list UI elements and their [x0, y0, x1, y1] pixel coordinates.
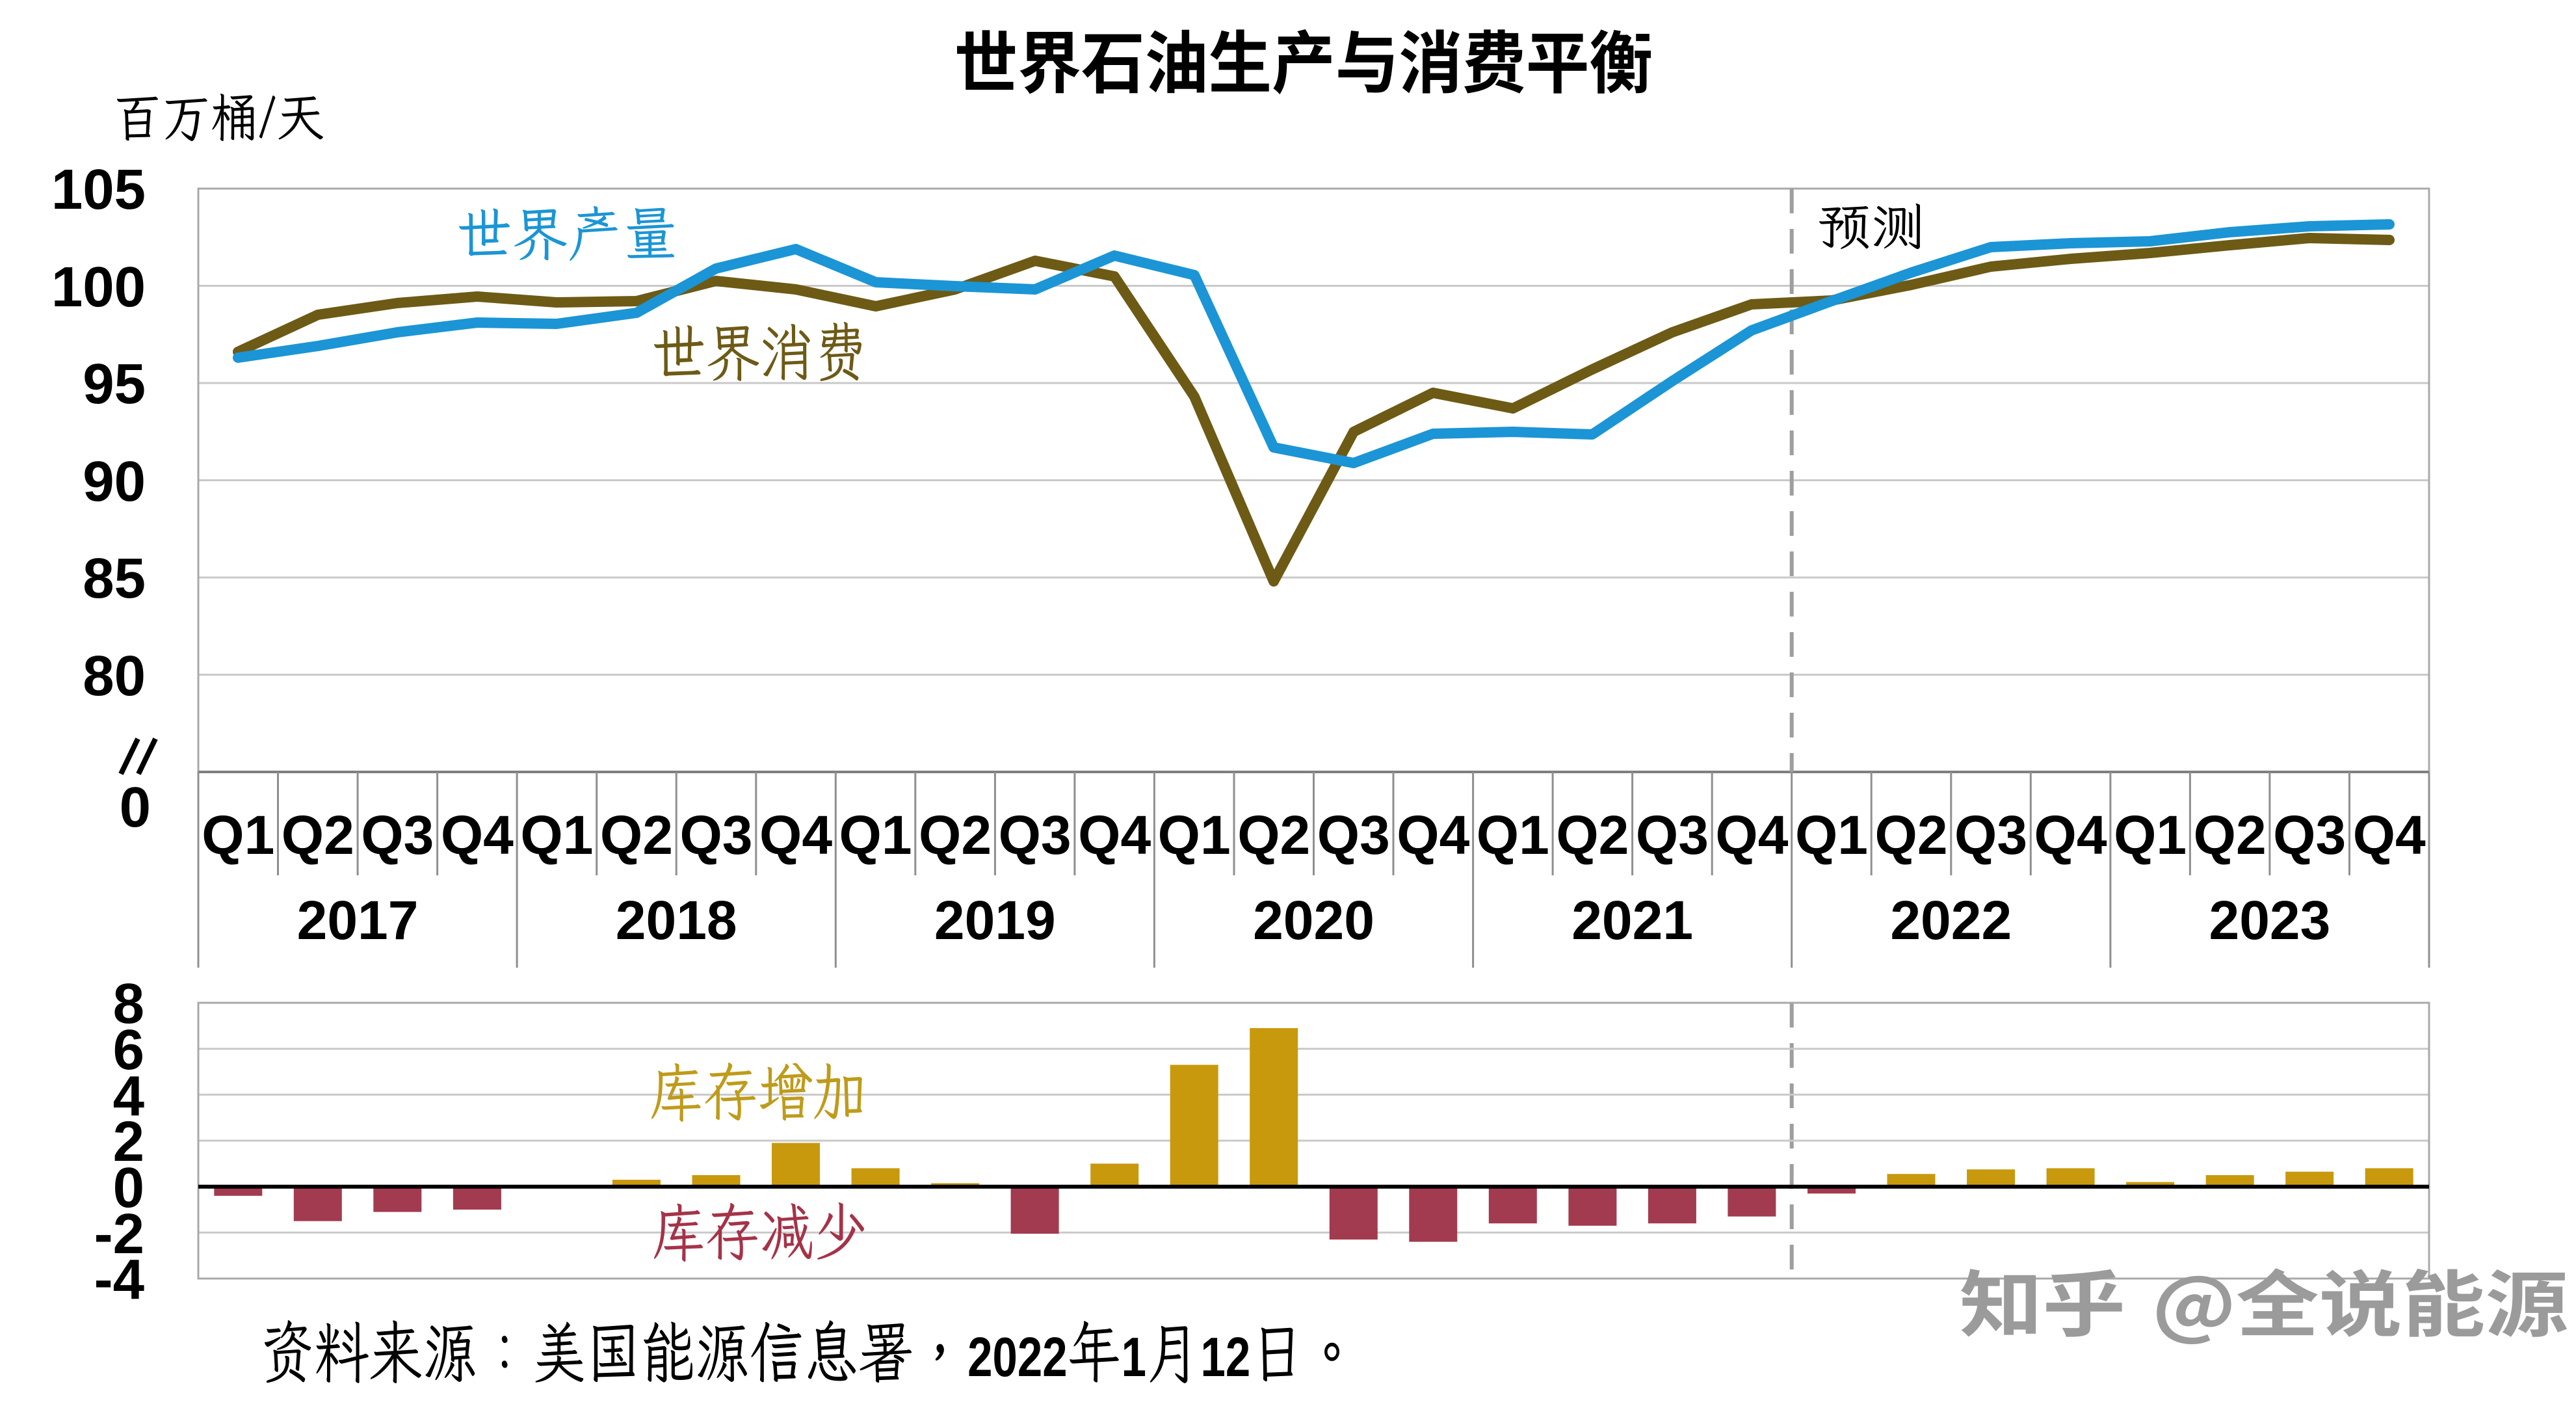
svg-text:2019: 2019 — [934, 890, 1056, 951]
svg-text:Q2: Q2 — [919, 804, 992, 866]
svg-text:Q3: Q3 — [361, 804, 434, 866]
svg-text:Q1: Q1 — [1158, 804, 1231, 866]
svg-text:Q3: Q3 — [999, 804, 1071, 866]
svg-text:Q4: Q4 — [2353, 804, 2426, 866]
svg-text:Q4: Q4 — [759, 804, 832, 866]
svg-text:Q3: Q3 — [1317, 804, 1390, 866]
svg-text:0: 0 — [113, 1156, 144, 1219]
svg-text:2018: 2018 — [616, 890, 737, 951]
svg-text:Q3: Q3 — [1954, 804, 2027, 866]
svg-text:Q1: Q1 — [839, 804, 912, 866]
svg-text:85: 85 — [83, 547, 146, 610]
svg-text:-2: -2 — [94, 1202, 144, 1266]
svg-text:Q2: Q2 — [282, 804, 354, 866]
svg-text:Q4: Q4 — [441, 804, 514, 866]
svg-text:2: 2 — [113, 1110, 144, 1173]
svg-text:Q1: Q1 — [202, 804, 274, 866]
svg-text:12: 12 — [1201, 1327, 1251, 1388]
svg-text:2020: 2020 — [1253, 890, 1374, 951]
svg-text:Q2: Q2 — [1874, 804, 1947, 866]
svg-text:8: 8 — [113, 972, 144, 1035]
svg-text:-4: -4 — [94, 1248, 144, 1311]
svg-text:Q1: Q1 — [1477, 804, 1549, 866]
svg-text:Q2: Q2 — [2194, 804, 2267, 866]
svg-text:Q4: Q4 — [1078, 804, 1151, 866]
svg-text:Q2: Q2 — [600, 804, 673, 866]
svg-text:6: 6 — [113, 1018, 144, 1081]
svg-text:Q2: Q2 — [1556, 804, 1629, 866]
svg-text:Q4: Q4 — [1397, 804, 1469, 866]
svg-text:2023: 2023 — [2209, 890, 2330, 951]
svg-text:Q1: Q1 — [2114, 804, 2187, 866]
svg-text:1: 1 — [1122, 1327, 1146, 1388]
svg-text:Q1: Q1 — [1795, 804, 1868, 866]
svg-text:95: 95 — [83, 352, 146, 416]
svg-text:4: 4 — [113, 1065, 144, 1128]
svg-text:80: 80 — [83, 644, 146, 708]
svg-text:90: 90 — [83, 450, 146, 513]
svg-text:2022: 2022 — [1890, 890, 2012, 951]
svg-text:Q3: Q3 — [2273, 804, 2346, 866]
svg-text:0: 0 — [120, 776, 151, 839]
svg-text:105: 105 — [51, 158, 146, 221]
svg-text:2021: 2021 — [1571, 890, 1693, 951]
svg-text:Q2: Q2 — [1237, 804, 1310, 866]
svg-text:2017: 2017 — [297, 890, 419, 951]
svg-text:Q4: Q4 — [1715, 804, 1788, 866]
svg-text:Q4: Q4 — [2034, 804, 2107, 866]
svg-text:Q1: Q1 — [520, 804, 593, 866]
svg-text:100: 100 — [51, 256, 146, 319]
svg-text:Q3: Q3 — [1636, 804, 1709, 866]
svg-text:Q3: Q3 — [679, 804, 752, 866]
svg-text:2022: 2022 — [967, 1327, 1067, 1388]
